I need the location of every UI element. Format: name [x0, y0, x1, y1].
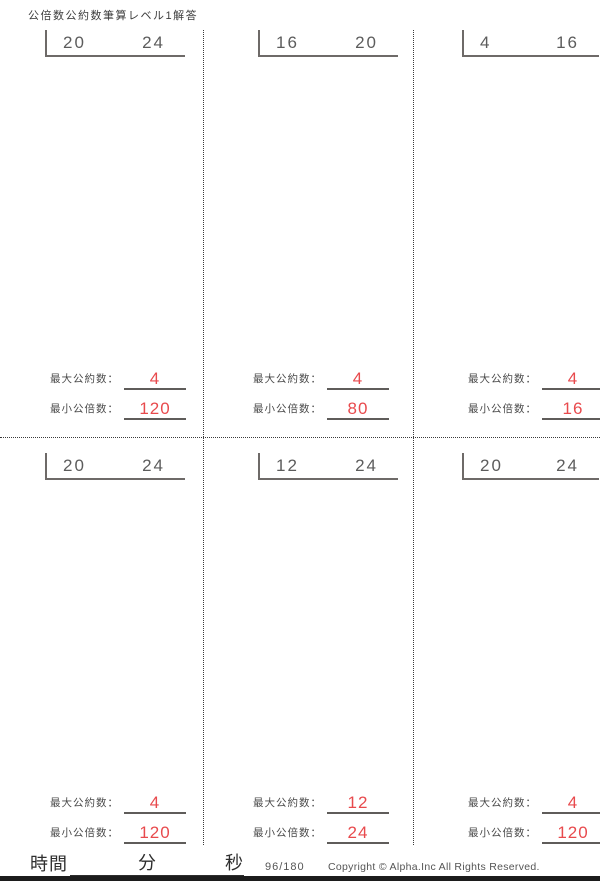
problem-number-a: 4: [480, 33, 492, 52]
gcd-row: 最大公約数： 4: [50, 784, 186, 814]
gcd-answer-value: 4: [352, 369, 364, 388]
page-number: 96/180: [265, 861, 305, 873]
problem-number-a: 20: [63, 456, 86, 475]
gcd-row: 最大公約数： 4: [468, 784, 600, 814]
gcd-label: 最大公約数：: [468, 797, 537, 809]
gcd-label: 最大公約数：: [50, 373, 119, 385]
lcm-row: 最小公倍数： 80: [253, 390, 389, 420]
gcd-answer-line: 4: [542, 794, 600, 814]
time-entry: 時間 分 秒: [30, 849, 244, 876]
division-bracket: 4 16: [462, 30, 599, 57]
problem-number-a: 12: [276, 456, 299, 475]
copyright-text: Copyright © Alpha.Inc All Rights Reserve…: [328, 861, 540, 873]
gcd-label: 最大公約数：: [253, 373, 322, 385]
lcm-answer-value: 120: [139, 399, 171, 418]
problem-cell-6: 20 24 最大公約数： 4 最小公倍数： 120: [413, 453, 600, 845]
lcm-answer-line: 24: [327, 824, 389, 844]
gcd-row: 最大公約数： 4: [253, 360, 389, 390]
lcm-row: 最小公倍数： 120: [50, 390, 186, 420]
answer-block: 最大公約数： 4 最小公倍数： 80: [253, 360, 389, 420]
page-title: 公倍数公約数筆算レベル1解答: [28, 10, 199, 22]
problem-cell-5: 12 24 最大公約数： 12 最小公倍数： 24: [203, 453, 413, 845]
gcd-answer-value: 12: [347, 793, 369, 812]
bottom-edge-bar: [0, 876, 600, 881]
lcm-label: 最小公倍数：: [50, 403, 119, 415]
lcm-row: 最小公倍数： 24: [253, 814, 389, 844]
lcm-label: 最小公倍数：: [253, 827, 322, 839]
gcd-answer-line: 4: [124, 794, 186, 814]
lcm-row: 最小公倍数： 120: [468, 814, 600, 844]
problem-number-b: 24: [556, 456, 579, 475]
problem-number-a: 16: [276, 33, 299, 52]
division-bracket: 20 24: [462, 453, 599, 480]
problem-number-b: 24: [355, 456, 378, 475]
lcm-answer-line: 80: [327, 400, 389, 420]
problem-number-a: 20: [63, 33, 86, 52]
lcm-answer-value: 24: [347, 823, 369, 842]
time-blank-line: 分 秒: [70, 849, 244, 876]
lcm-label: 最小公倍数：: [468, 403, 537, 415]
gcd-answer-value: 4: [149, 369, 161, 388]
problem-number-b: 24: [142, 33, 165, 52]
time-label: 時間: [30, 854, 68, 874]
row-divider: [0, 437, 600, 438]
division-bracket: 16 20: [258, 30, 398, 57]
gcd-row: 最大公約数： 4: [50, 360, 186, 390]
problem-cell-1: 20 24 最大公約数： 4 最小公倍数： 120: [0, 30, 203, 437]
gcd-answer-line: 12: [327, 794, 389, 814]
lcm-answer-value: 16: [562, 399, 584, 418]
problem-number-b: 24: [142, 456, 165, 475]
lcm-label: 最小公倍数：: [253, 403, 322, 415]
lcm-answer-line: 120: [542, 824, 600, 844]
minutes-label: 分: [138, 853, 157, 873]
answer-block: 最大公約数： 4 最小公倍数： 120: [468, 784, 600, 844]
answer-block: 最大公約数： 4 最小公倍数： 120: [50, 784, 186, 844]
lcm-label: 最小公倍数：: [50, 827, 119, 839]
gcd-answer-value: 4: [567, 369, 579, 388]
problem-cell-3: 4 16 最大公約数： 4 最小公倍数： 16: [413, 30, 600, 437]
lcm-answer-line: 120: [124, 400, 186, 420]
lcm-answer-value: 120: [139, 823, 171, 842]
answer-block: 最大公約数： 4 最小公倍数： 120: [50, 360, 186, 420]
problem-number-b: 16: [556, 33, 579, 52]
gcd-label: 最大公約数：: [253, 797, 322, 809]
answer-block: 最大公約数： 12 最小公倍数： 24: [253, 784, 389, 844]
gcd-answer-line: 4: [124, 370, 186, 390]
lcm-label: 最小公倍数：: [468, 827, 537, 839]
lcm-answer-line: 120: [124, 824, 186, 844]
problem-number-a: 20: [480, 456, 503, 475]
answer-block: 最大公約数： 4 最小公倍数： 16: [468, 360, 600, 420]
lcm-row: 最小公倍数： 16: [468, 390, 600, 420]
lcm-answer-line: 16: [542, 400, 600, 420]
problem-number-b: 20: [355, 33, 378, 52]
gcd-row: 最大公約数： 12: [253, 784, 389, 814]
lcm-answer-value: 120: [557, 823, 589, 842]
lcm-row: 最小公倍数： 120: [50, 814, 186, 844]
gcd-label: 最大公約数：: [468, 373, 537, 385]
problem-cell-4: 20 24 最大公約数： 4 最小公倍数： 120: [0, 453, 203, 845]
gcd-answer-value: 4: [149, 793, 161, 812]
gcd-answer-line: 4: [327, 370, 389, 390]
problem-cell-2: 16 20 最大公約数： 4 最小公倍数： 80: [203, 30, 413, 437]
lcm-answer-value: 80: [347, 399, 369, 418]
division-bracket: 20 24: [45, 453, 185, 480]
seconds-label: 秒: [225, 853, 244, 873]
gcd-row: 最大公約数： 4: [468, 360, 600, 390]
division-bracket: 20 24: [45, 30, 185, 57]
gcd-answer-line: 4: [542, 370, 600, 390]
division-bracket: 12 24: [258, 453, 398, 480]
gcd-answer-value: 4: [567, 793, 579, 812]
gcd-label: 最大公約数：: [50, 797, 119, 809]
